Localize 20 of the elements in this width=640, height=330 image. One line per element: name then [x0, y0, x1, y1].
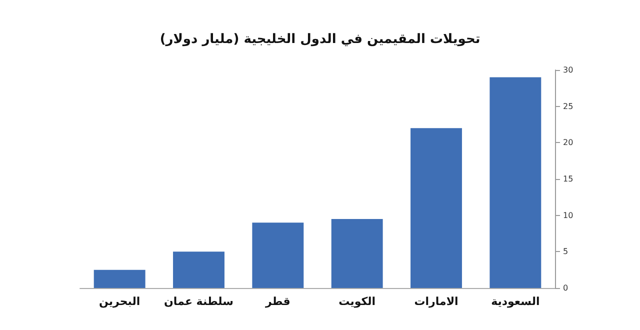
chart-title: تحويلات المقيمين في الدول الخليجية (مليار دولار) [160, 32, 480, 47]
y-tick-label: 10 [563, 210, 574, 220]
y-tick-label: 15 [563, 174, 574, 184]
x-tick-label: الامارات [414, 295, 458, 308]
x-tick-label: البحرين [98, 295, 140, 308]
x-tick-label: سلطنة عمان [164, 295, 234, 308]
bar [410, 128, 462, 288]
bar [173, 252, 224, 288]
y-tick-label: 30 [563, 66, 574, 74]
y-tick-label: 25 [563, 102, 574, 111]
x-tick-label: السعودية [491, 295, 540, 308]
x-tick-label: قطر [264, 295, 290, 308]
bar [490, 77, 542, 288]
bar [252, 222, 304, 288]
x-tick-label: الكويت [338, 295, 376, 308]
bar [94, 270, 146, 288]
y-tick-label: 0 [563, 284, 568, 292]
bar [331, 218, 383, 288]
y-tick-label: 5 [563, 247, 568, 256]
y-tick-label: 20 [563, 138, 574, 148]
